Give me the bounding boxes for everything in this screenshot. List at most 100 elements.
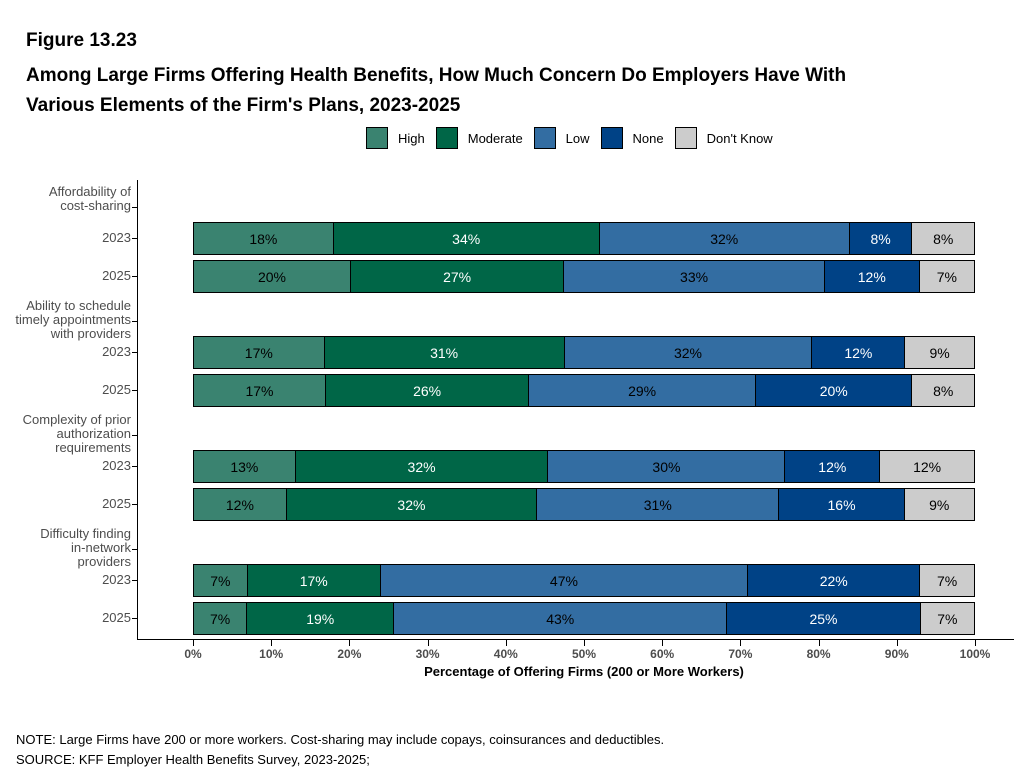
stacked-bar: 17% 31% 32% 12% 9%: [193, 336, 975, 369]
stacked-bar: 7% 17% 47% 22% 7%: [193, 564, 975, 597]
chart-title: Among Large Firms Offering Health Benefi…: [26, 61, 996, 121]
year-label: 2023: [102, 344, 131, 359]
year-label: 2025: [102, 496, 131, 511]
bar-segment-high: 12%: [193, 488, 287, 521]
x-tick-label: 10%: [259, 647, 284, 661]
bar-segment-high: 13%: [193, 450, 296, 483]
y-tick: [132, 207, 138, 208]
bar-segment-low: 32%: [598, 222, 850, 255]
year-label: 2025: [102, 610, 131, 625]
bar-segment-none: 8%: [848, 222, 913, 255]
legend-item-high: High: [366, 127, 425, 149]
y-tick: [132, 580, 138, 581]
x-tick-label: 70%: [728, 647, 753, 661]
stacked-bar: 13% 32% 30% 12% 12%: [193, 450, 975, 483]
bar-segment-high: 7%: [193, 564, 248, 597]
bar-segment-don-t-know: 12%: [879, 450, 975, 483]
category-label-line: Complexity of prior: [22, 412, 131, 427]
x-axis-label: Percentage of Offering Firms (200 or Mor…: [424, 664, 744, 679]
bar-segment-none: 12%: [784, 450, 881, 483]
stacked-bar: 17% 26% 29% 20% 8%: [193, 374, 975, 407]
category-label-line: in-network: [71, 540, 131, 555]
category-label-line: Affordability of: [48, 184, 131, 199]
bar-segment-don-t-know: 9%: [903, 488, 975, 521]
legend-item-low: Low: [533, 127, 590, 149]
legend-label: Don't Know: [706, 130, 773, 146]
category-label-line: with providers: [50, 326, 131, 341]
x-tick: [584, 640, 585, 646]
category-label: Complexity of prior authorization requirem…: [23, 413, 131, 455]
bar-segment-moderate: 31%: [323, 336, 565, 369]
bar-segment-low: 47%: [379, 564, 749, 597]
bar-segment-moderate: 34%: [332, 222, 600, 255]
chart-title-line-2: Various Elements of the Firm's Plans, 20…: [26, 95, 461, 116]
year-label: 2023: [102, 230, 131, 245]
x-tick: [505, 640, 507, 646]
x-tick-label: 100%: [959, 647, 991, 661]
x-tick: [193, 640, 194, 646]
category-label-line: providers: [77, 554, 131, 569]
bar-segment-moderate: 27%: [349, 260, 565, 293]
bar-segment-low: 32%: [563, 336, 813, 369]
x-tick-label: 0%: [184, 647, 202, 661]
y-tick: [132, 435, 138, 436]
figure-label: Figure 13.23: [26, 30, 137, 51]
category-label: Ability to schedule timely appointments wi…: [15, 299, 131, 341]
bar-segment-high: 17%: [193, 374, 326, 407]
note-text: NOTE: Large Firms have 200 or more worke…: [16, 732, 665, 747]
legend-label: Moderate: [467, 130, 523, 146]
legend-swatch-moderate: [435, 127, 458, 149]
legend-swatch-none: [600, 127, 623, 149]
y-tick: [132, 504, 138, 505]
bar-segment-don-t-know: 7%: [919, 564, 975, 597]
y-tick: [132, 352, 138, 353]
x-tick-label: 30%: [415, 647, 440, 661]
source-text: SOURCE: KFF Employer Health Benefits Sur…: [16, 752, 370, 767]
legend-swatch-low: [533, 127, 556, 149]
x-tick-label: 40%: [493, 647, 518, 661]
legend-label: High: [398, 130, 425, 146]
y-tick: [132, 618, 138, 619]
bar-segment-low: 43%: [393, 602, 728, 635]
x-tick: [975, 640, 976, 646]
category-label: Difficulty finding in-network providers: [40, 527, 131, 569]
bar-segment-moderate: 32%: [285, 488, 538, 521]
x-tick-label: 20%: [337, 647, 362, 661]
category-label-line: authorization: [56, 426, 131, 441]
bar-segment-none: 20%: [755, 374, 913, 407]
x-tick: [662, 640, 664, 646]
chart-title-line-1: Among Large Firms Offering Health Benefi…: [26, 65, 847, 86]
bar-segment-high: 20%: [193, 260, 351, 293]
x-tick-label: 80%: [806, 647, 831, 661]
legend-item-none: None: [600, 127, 664, 149]
bar-segment-low: 29%: [528, 374, 757, 407]
year-label: 2025: [102, 268, 131, 283]
legend-label: Low: [565, 130, 590, 146]
legend-swatch-don-t-know: [674, 127, 697, 149]
legend-item-moderate: Moderate: [435, 127, 523, 149]
x-tick-label: 90%: [884, 647, 909, 661]
bar-segment-don-t-know: 7%: [918, 260, 975, 293]
legend-item-don-t-know: Don't Know: [674, 127, 773, 149]
stacked-bar: 20% 27% 33% 12% 7%: [193, 260, 975, 293]
x-tick: [896, 640, 898, 646]
bar-segment-none: 16%: [778, 488, 905, 521]
bar-segment-high: 7%: [193, 602, 248, 635]
bar-segment-none: 12%: [823, 260, 920, 293]
stacked-bar: 18% 34% 32% 8% 8%: [193, 222, 975, 255]
category-label-line: cost-sharing: [60, 198, 131, 213]
bar-segment-don-t-know: 7%: [919, 602, 975, 635]
x-axis-line: [137, 639, 1014, 640]
category-label-line: Difficulty finding: [40, 526, 131, 541]
stacked-bar: 7% 19% 43% 25% 7%: [193, 602, 975, 635]
bar-segment-moderate: 32%: [294, 450, 549, 483]
bar-segment-low: 30%: [547, 450, 786, 483]
y-tick: [132, 238, 138, 239]
chart-legend: High Moderate Low None Don't Know: [366, 127, 784, 149]
bar-segment-moderate: 26%: [324, 374, 530, 407]
bar-segment-none: 25%: [726, 602, 921, 635]
year-label: 2023: [102, 572, 131, 587]
x-tick: [818, 640, 820, 646]
y-axis-line: [137, 180, 138, 640]
bar-segment-moderate: 17%: [246, 564, 381, 597]
